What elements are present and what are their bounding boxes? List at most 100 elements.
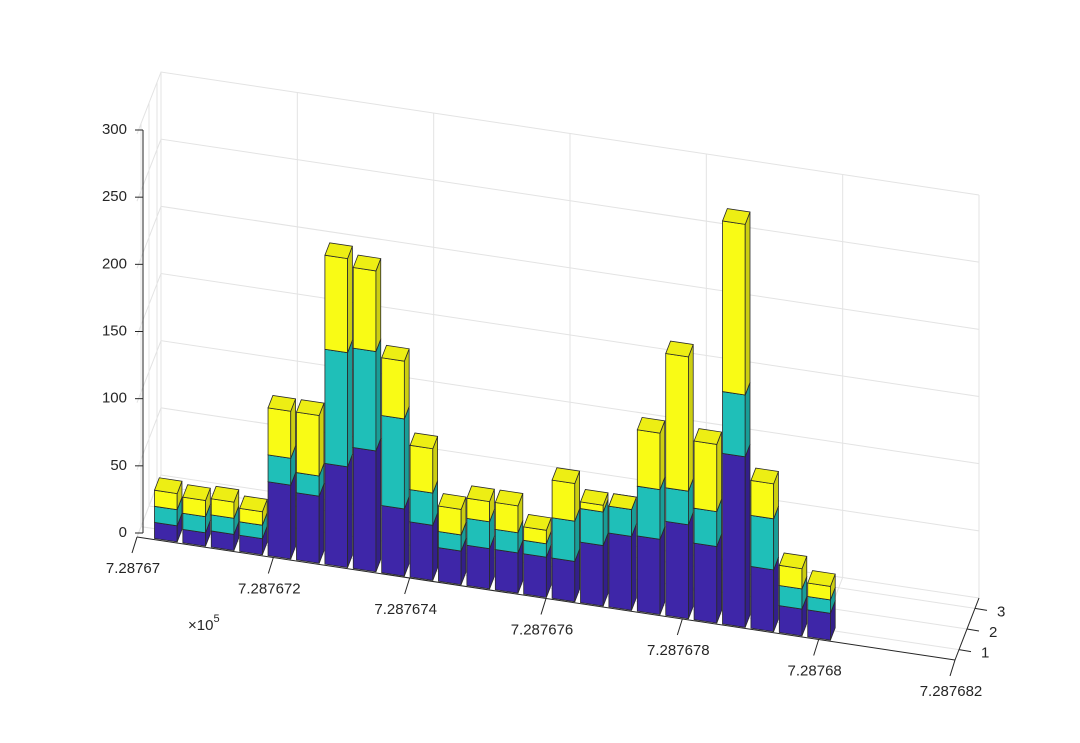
bar-side [375, 438, 382, 572]
z-grid-line [136, 71, 980, 196]
bar-top [182, 484, 211, 501]
bar-side [375, 338, 382, 452]
z-tick-label: 250 [102, 188, 127, 205]
bar-segment [352, 434, 382, 573]
x-tick [267, 557, 274, 574]
bar-segment [721, 440, 751, 628]
y-tick [974, 607, 988, 611]
bar-top [466, 485, 495, 503]
bar-side [631, 523, 637, 611]
bar-front [466, 544, 490, 590]
bar-top [295, 399, 325, 416]
bar-segment [551, 467, 581, 522]
bar-front [722, 391, 746, 458]
bar-top [352, 254, 382, 272]
bar-segment [693, 428, 723, 513]
x-exponent-power: 5 [213, 613, 219, 625]
bar-side [347, 246, 353, 353]
bar-front [750, 514, 775, 571]
bar-top [665, 340, 694, 358]
bar-front [409, 489, 434, 526]
bar-top [324, 242, 353, 260]
bar-front [807, 609, 831, 641]
x-grid-line [818, 174, 844, 640]
bar-segment [636, 416, 666, 491]
bar-front [722, 220, 746, 396]
bar-front [324, 348, 348, 468]
bar-front [296, 492, 320, 564]
x-tick-label: 7.28768 [788, 662, 842, 679]
bar-top [551, 467, 581, 484]
x-tick-label: 7.28767 [106, 560, 160, 577]
y-tick-label: 2 [989, 624, 997, 641]
bar-front [551, 557, 576, 603]
bar-front [381, 505, 405, 577]
x-tick [404, 577, 411, 595]
bar-side [688, 512, 694, 619]
y-tick [958, 649, 972, 653]
bar-front [750, 565, 775, 633]
bar-front [750, 479, 775, 520]
bar-top [778, 552, 808, 570]
bar-front [580, 541, 604, 607]
bar-side [403, 406, 410, 510]
bar-top [409, 432, 439, 450]
bar-top [523, 514, 552, 531]
bar-front [267, 481, 292, 560]
bar-segment [381, 402, 410, 510]
bar-front [722, 452, 746, 628]
bar-side [403, 496, 410, 577]
bar-front [551, 517, 576, 562]
bar-front [438, 547, 462, 586]
x-tick [676, 618, 683, 636]
bar-front [778, 605, 803, 637]
bar-front [438, 505, 462, 536]
bar-front [352, 347, 377, 452]
bar-front [466, 497, 490, 523]
bar-front [580, 508, 604, 547]
bar-segment [324, 336, 353, 468]
bar-top [807, 570, 836, 587]
y-tick-label: 3 [997, 603, 1005, 620]
bar-segment [324, 242, 353, 354]
bar-top [721, 208, 751, 225]
x-exponent: ×105 [188, 613, 220, 634]
bar-front [409, 521, 434, 581]
bar-segment [750, 467, 779, 520]
y-tick [966, 628, 980, 632]
bar-front [608, 532, 632, 611]
bar-front [778, 585, 803, 610]
bar-front [551, 479, 576, 522]
x-grid-line [954, 195, 980, 661]
bar-front [296, 411, 320, 477]
bar-front [494, 549, 519, 594]
bar-front [267, 454, 292, 486]
x-tick [540, 598, 547, 615]
z-tick-label: 300 [102, 121, 127, 138]
z-tick-label: 100 [102, 390, 127, 407]
bar-segment [466, 485, 495, 523]
bar-side [375, 258, 382, 352]
bar-segment [153, 477, 183, 511]
bar-side [744, 211, 751, 396]
bar-front [352, 267, 377, 352]
bar-top [210, 485, 240, 503]
bar-front [608, 505, 632, 537]
x-tick-label: 7.287682 [920, 683, 983, 700]
bar-front [296, 472, 320, 497]
bar-front [693, 440, 718, 513]
x-tick [949, 659, 956, 677]
bar-front [665, 487, 689, 526]
bar-top [636, 416, 666, 434]
bar-segment [352, 254, 382, 352]
bar-side [347, 454, 353, 568]
bar-segment [182, 484, 211, 518]
bar-front [494, 528, 519, 554]
bar-top [267, 395, 297, 412]
bar-side [290, 472, 296, 560]
bar-side [744, 444, 751, 628]
bar-side [318, 483, 325, 564]
x-grid-line [136, 72, 162, 538]
bar-front [381, 415, 405, 510]
bar-segment [523, 514, 552, 545]
